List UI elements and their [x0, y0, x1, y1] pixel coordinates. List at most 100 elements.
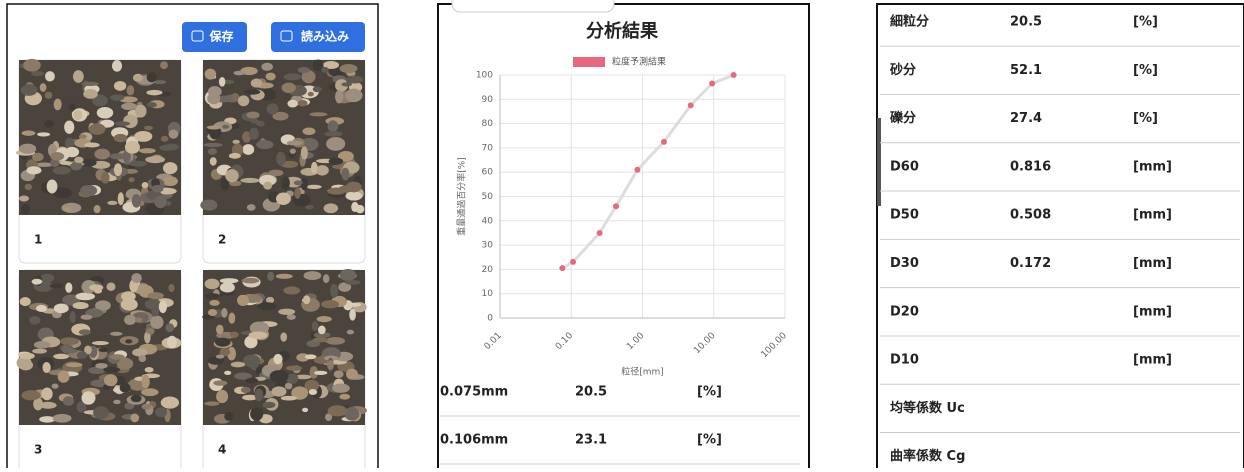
stone: [142, 182, 149, 188]
y-tick-label: 0: [487, 314, 493, 324]
stone: [326, 137, 345, 151]
stone: [22, 390, 41, 400]
cell-value: 0.172: [1010, 256, 1051, 271]
button-label[interactable]: 保存: [208, 29, 233, 44]
stone: [250, 407, 263, 421]
stone: [161, 397, 179, 409]
stone: [120, 383, 131, 393]
stone: [124, 315, 136, 325]
button-label[interactable]: 読み込み: [301, 29, 349, 44]
stone: [213, 380, 227, 385]
stone: [129, 161, 147, 167]
stone: [107, 201, 117, 205]
stone: [286, 366, 302, 371]
card-label: 3: [34, 443, 42, 457]
stone: [139, 355, 147, 362]
stone: [73, 110, 82, 120]
stone: [155, 407, 167, 417]
stone: [294, 187, 300, 198]
stone: [135, 317, 143, 322]
stone: [249, 331, 268, 339]
cell-label: 0.075mm: [440, 385, 508, 400]
stone: [231, 93, 239, 100]
cell-value: 20.5: [575, 385, 607, 400]
stone: [19, 360, 33, 370]
stone: [347, 330, 354, 335]
stone: [287, 141, 303, 146]
stone: [294, 180, 303, 185]
stone: [75, 292, 95, 300]
stone: [62, 349, 78, 354]
stone: [346, 76, 363, 84]
stone: [256, 140, 273, 149]
stone: [69, 103, 76, 111]
y-tick-label: 30: [482, 241, 494, 251]
panel-frame: [877, 4, 1244, 468]
stone: [298, 100, 308, 106]
stone: [255, 388, 264, 401]
stone: [106, 283, 115, 292]
stone: [249, 128, 259, 140]
stone: [109, 354, 124, 360]
stone: [215, 338, 230, 347]
stone: [301, 146, 308, 159]
stone: [19, 353, 35, 360]
point: [613, 203, 619, 209]
cell-label: D20: [890, 304, 919, 319]
stone: [114, 81, 126, 91]
stone: [130, 414, 139, 423]
stone: [73, 70, 84, 83]
stone: [273, 354, 282, 364]
stone: [256, 121, 264, 127]
stone: [302, 408, 308, 412]
screen: 保存読み込み1234分析結果粒度予測結果01020304050607080901…: [0, 0, 1244, 468]
y-tick-label: 60: [482, 168, 494, 178]
stone: [65, 147, 79, 157]
stone: [209, 300, 219, 306]
stone: [208, 309, 217, 316]
stone: [63, 396, 74, 406]
stone: [304, 271, 322, 280]
stone: [204, 143, 223, 147]
stone: [246, 378, 259, 384]
stone: [276, 193, 291, 205]
stone: [26, 166, 41, 174]
cell-unit: [%]: [1133, 63, 1158, 78]
stone: [207, 93, 220, 104]
stone: [29, 316, 40, 325]
stone: [133, 74, 143, 82]
stone: [339, 64, 357, 73]
stone: [132, 348, 147, 356]
stone: [346, 369, 358, 380]
stone: [281, 176, 290, 189]
stone: [65, 282, 72, 292]
stone: [21, 204, 30, 214]
cell-label: 礫分: [890, 110, 916, 126]
stone: [228, 313, 235, 324]
cell-unit: [mm]: [1133, 353, 1172, 368]
stone: [53, 167, 71, 175]
stone: [332, 383, 350, 392]
stone: [298, 67, 310, 73]
stone: [95, 363, 107, 369]
cell-label: 均等係数 Uc: [890, 400, 965, 416]
stone: [317, 316, 332, 322]
stone: [207, 125, 221, 129]
stone: [73, 302, 89, 309]
stone: [306, 185, 321, 189]
stone: [328, 120, 339, 132]
stone: [81, 82, 99, 86]
stone: [142, 404, 152, 410]
stone: [114, 134, 128, 142]
card-label: 2: [218, 233, 226, 247]
stone: [205, 69, 216, 80]
point: [688, 102, 694, 108]
stone: [112, 60, 122, 72]
stone: [147, 102, 157, 107]
page: {"panel1":{"buttons":["保存","読み込み"],"card…: [0, 0, 1244, 468]
stone: [148, 292, 164, 299]
stone: [132, 194, 141, 208]
stone: [240, 178, 259, 183]
stone: [287, 100, 298, 108]
stone: [335, 90, 343, 104]
